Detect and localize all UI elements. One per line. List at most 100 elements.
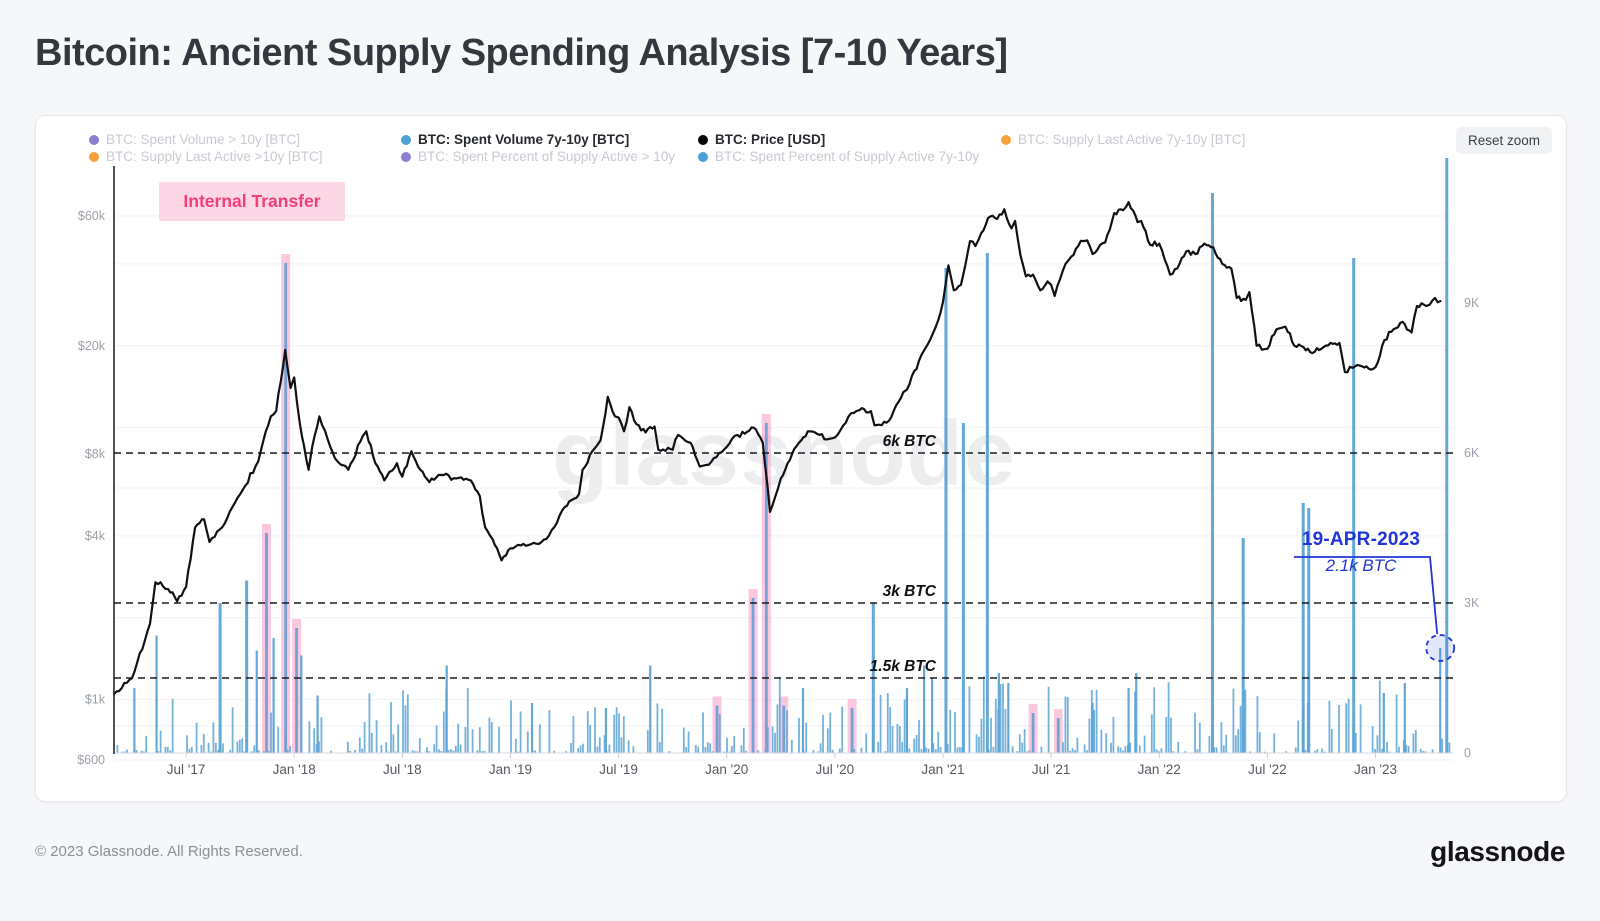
volume-noise-bar — [1018, 734, 1021, 753]
volume-noise-bar — [116, 744, 119, 753]
volume-noise-bar — [447, 749, 450, 753]
volume-noise-bar — [978, 736, 980, 753]
internal-transfer-bar — [715, 705, 719, 753]
volume-noise-bar — [126, 749, 128, 753]
volume-noise-bar — [577, 748, 580, 753]
volume-noise-bar — [615, 707, 618, 753]
volume-noise-bar — [190, 746, 193, 753]
volume-noise-bar — [188, 748, 191, 753]
volume-noise-bar — [1431, 749, 1434, 753]
volume-noise-bar — [570, 743, 572, 753]
volume-noise-bar — [387, 751, 390, 753]
volume-noise-bar — [442, 711, 445, 753]
volume-noise-bar — [879, 694, 882, 753]
legend-item[interactable]: BTC: Supply Last Active >10y [BTC] — [89, 149, 322, 164]
volume-noise-bar — [1129, 742, 1132, 753]
volume-noise-bar — [1249, 751, 1252, 753]
glassnode-logo[interactable]: glassnode — [1430, 836, 1565, 867]
volume-noise-bar — [582, 743, 584, 753]
volume-noise-bar — [418, 738, 421, 753]
volume-noise-bar — [975, 734, 978, 753]
volume-noise-bar — [613, 714, 616, 753]
volume-noise-bar — [1328, 700, 1331, 753]
volume-noise-bar — [457, 723, 460, 753]
volume-noise-bar — [1198, 722, 1201, 753]
volume-noise-bar — [877, 741, 880, 753]
volume-noise-bar — [1076, 737, 1079, 753]
volume-noise-bar — [1371, 726, 1374, 753]
volume-noise-bar — [1155, 749, 1158, 753]
volume-spike-bar — [1403, 683, 1406, 753]
volume-noise-bar — [214, 742, 217, 753]
volume-noise-bar — [999, 684, 1002, 753]
volume-noise-bar — [841, 706, 844, 753]
volume-noise-bar — [1117, 746, 1120, 753]
x-axis-label: Jul '20 — [816, 762, 855, 777]
volume-noise-bar — [207, 742, 210, 753]
x-axis-label: Jan '21 — [921, 762, 964, 777]
volume-noise-bar — [488, 717, 491, 753]
x-axis-label: Jan '23 — [1354, 762, 1397, 777]
volume-noise-bar — [385, 742, 388, 753]
volume-noise-bar — [478, 727, 481, 753]
volume-spike-bar — [272, 638, 275, 753]
volume-noise-bar — [1172, 751, 1175, 753]
volume-spike-bar — [1301, 503, 1305, 753]
volume-noise-bar — [694, 744, 697, 753]
legend-item[interactable]: BTC: Spent Volume 7y-10y [BTC] — [401, 132, 629, 147]
legend-item[interactable]: BTC: Spent Volume > 10y [BTC] — [89, 132, 300, 147]
right-axis-label: 6K — [1464, 446, 1480, 460]
volume-noise-bar — [1069, 750, 1072, 753]
volume-noise-bar — [1160, 748, 1163, 753]
volume-noise-bar — [368, 693, 371, 753]
volume-noise-bar — [308, 721, 311, 753]
volume-noise-bar — [404, 705, 407, 753]
price-line — [112, 201, 1442, 695]
volume-noise-bar — [1138, 745, 1141, 753]
volume-noise-bar — [471, 729, 474, 753]
volume-noise-bar — [646, 730, 649, 753]
volume-noise-bar — [990, 717, 992, 753]
volume-noise-bar — [766, 727, 769, 753]
volume-noise-bar — [908, 748, 911, 753]
volume-noise-bar — [318, 741, 320, 753]
reset-zoom-button[interactable]: Reset zoom — [1455, 127, 1552, 154]
legend-row-2: BTC: Supply Last Active >10y [BTC] BTC: S… — [36, 149, 1566, 165]
volume-noise-bar — [627, 740, 630, 753]
volume-noise-bar — [241, 738, 244, 753]
volume-noise-bar — [603, 735, 606, 753]
volume-spike-bar — [300, 655, 303, 753]
volume-spike-bar — [801, 688, 805, 753]
volume-noise-bar — [390, 702, 392, 753]
volume-spike-bar — [649, 665, 652, 753]
volume-noise-bar — [723, 751, 726, 753]
volume-noise-bar — [1165, 716, 1168, 753]
volume-noise-bar — [1225, 734, 1228, 753]
chart-plot-area[interactable] — [114, 166, 1453, 753]
volume-noise-bar — [514, 738, 517, 753]
volume-noise-bar — [1066, 697, 1069, 753]
threshold-label: 3k BTC — [883, 583, 937, 600]
volume-noise-bar — [1256, 696, 1259, 753]
legend-item[interactable]: BTC: Spent Percent of Supply Active > 10… — [401, 149, 675, 164]
volume-noise-bar — [925, 747, 928, 753]
volume-noise-bar — [1388, 751, 1391, 753]
legend-item[interactable]: BTC: Supply Last Active 7y-10y [BTC] — [1001, 132, 1245, 147]
legend-item-label: BTC: Price [USD] — [715, 132, 826, 147]
volume-noise-bar — [313, 728, 316, 753]
volume-noise-bar — [932, 743, 935, 753]
legend-item[interactable]: BTC: Price [USD] — [698, 132, 825, 147]
volume-noise-bar — [262, 751, 265, 753]
volume-noise-bar — [733, 735, 736, 753]
legend-item-label: BTC: Supply Last Active 7y-10y [BTC] — [1018, 132, 1246, 147]
chart-canvas: Jul '17 Jan '18 Jul '18 Jan '19 Jul '19 Jan '… — [77, 158, 1480, 777]
volume-noise-bar — [1321, 748, 1324, 753]
volume-noise-bar — [548, 710, 551, 753]
legend-item[interactable]: BTC: Spent Percent of Supply Active 7y-1… — [698, 149, 979, 164]
internal-transfer-bar — [284, 263, 288, 753]
internal-transfer-label: Internal Transfer — [159, 182, 345, 221]
volume-noise-bar — [402, 690, 404, 753]
threshold-label: 1.5k BTC — [870, 658, 937, 675]
volume-noise-bar — [1412, 733, 1415, 753]
volume-noise-bar — [1239, 705, 1242, 753]
